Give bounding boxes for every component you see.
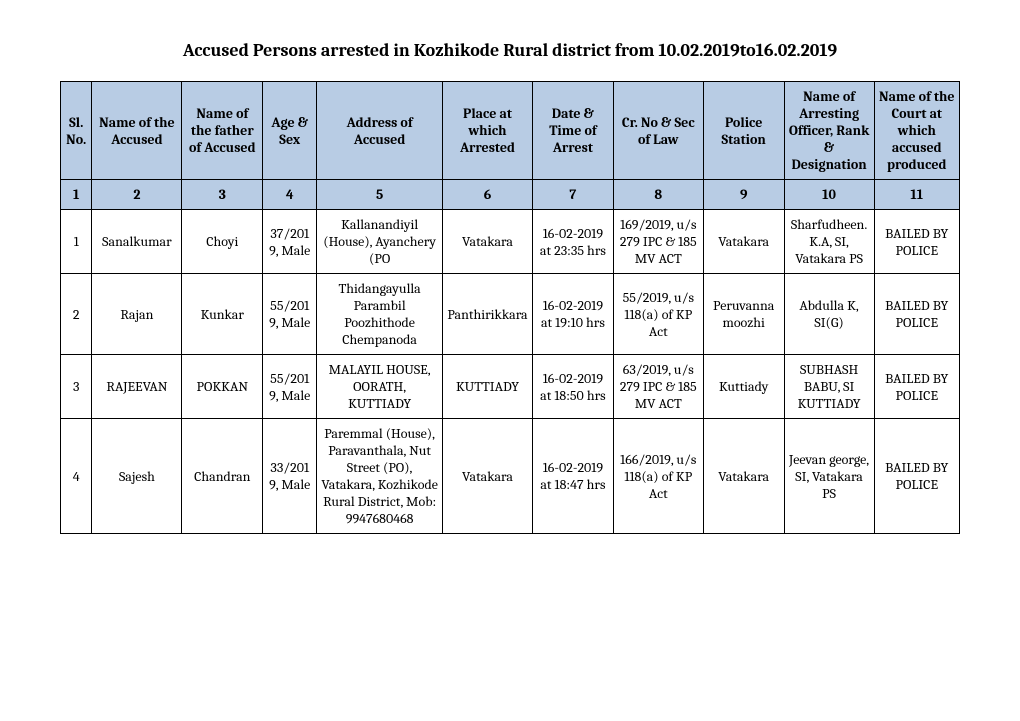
cell-court: BAILED BY POLICE — [874, 355, 959, 419]
cell-court: BAILED BY POLICE — [874, 419, 959, 534]
cell-officer: Jeevan george, SI, Vatakara PS — [784, 419, 874, 534]
cell-crno: 166/2019, u/s 118(a) of KP Act — [613, 419, 703, 534]
cell-officer: Sharfudheen. K.A, SI, Vatakara PS — [784, 210, 874, 274]
cell-place: KUTTIADY — [443, 355, 533, 419]
cell-sl: 2 — [61, 274, 92, 355]
numcol-10: 10 — [784, 180, 874, 210]
cell-sl: 3 — [61, 355, 92, 419]
cell-name: RAJEEVAN — [92, 355, 182, 419]
cell-court: BAILED BY POLICE — [874, 210, 959, 274]
header-age: Age & Sex — [263, 82, 317, 180]
header-address: Address of Accused — [317, 82, 443, 180]
header-station: Police Station — [703, 82, 784, 180]
cell-datetime: 16-02-2019 at 18:50 hrs — [532, 355, 613, 419]
cell-address: Kallanandiyil (House), Ayanchery (PO — [317, 210, 443, 274]
cell-father: Choyi — [182, 210, 263, 274]
header-officer: Name of Arresting Officer, Rank & Design… — [784, 82, 874, 180]
cell-sl: 1 — [61, 210, 92, 274]
cell-father: Chandran — [182, 419, 263, 534]
numcol-5: 5 — [317, 180, 443, 210]
header-name: Name of the Accused — [92, 82, 182, 180]
numcol-9: 9 — [703, 180, 784, 210]
table-row: 4SajeshChandran33/2019, MaleParemmal (Ho… — [61, 419, 960, 534]
numcol-7: 7 — [532, 180, 613, 210]
numcol-11: 11 — [874, 180, 959, 210]
numcol-8: 8 — [613, 180, 703, 210]
cell-name: Sanalkumar — [92, 210, 182, 274]
header-father: Name of the father of Accused — [182, 82, 263, 180]
cell-datetime: 16-02-2019 at 18:47 hrs — [532, 419, 613, 534]
header-place: Place at which Arrested — [443, 82, 533, 180]
numcol-4: 4 — [263, 180, 317, 210]
cell-place: Panthirikkara — [443, 274, 533, 355]
cell-station: Kuttiady — [703, 355, 784, 419]
cell-age: 55/2019, Male — [263, 355, 317, 419]
header-datetime: Date & Time of Arrest — [532, 82, 613, 180]
cell-name: Rajan — [92, 274, 182, 355]
header-sl: Sl. No. — [61, 82, 92, 180]
cell-station: Vatakara — [703, 210, 784, 274]
cell-place: Vatakara — [443, 210, 533, 274]
page-title: Accused Persons arrested in Kozhikode Ru… — [60, 40, 960, 61]
cell-age: 37/2019, Male — [263, 210, 317, 274]
cell-officer: SUBHASH BABU, SI KUTTIADY — [784, 355, 874, 419]
cell-name: Sajesh — [92, 419, 182, 534]
table-number-row: 1 2 3 4 5 6 7 8 9 10 11 — [61, 180, 960, 210]
numcol-6: 6 — [443, 180, 533, 210]
table-row: 1SanalkumarChoyi37/2019, MaleKallanandiy… — [61, 210, 960, 274]
header-court: Name of the Court at which accused produ… — [874, 82, 959, 180]
cell-age: 33/2019, Male — [263, 419, 317, 534]
cell-crno: 63/2019, u/s 279 IPC & 185 MV ACT — [613, 355, 703, 419]
cell-datetime: 16-02-2019 at 19:10 hrs — [532, 274, 613, 355]
cell-address: MALAYIL HOUSE, OORATH, KUTTIADY — [317, 355, 443, 419]
table-row: 2RajanKunkar55/2019, MaleThidangayulla P… — [61, 274, 960, 355]
numcol-1: 1 — [61, 180, 92, 210]
table-header-row: Sl. No. Name of the Accused Name of the … — [61, 82, 960, 180]
cell-place: Vatakara — [443, 419, 533, 534]
cell-age: 55/2019, Male — [263, 274, 317, 355]
cell-crno: 55/2019, u/s 118(a) of KP Act — [613, 274, 703, 355]
cell-station: Vatakara — [703, 419, 784, 534]
cell-court: BAILED BY POLICE — [874, 274, 959, 355]
numcol-2: 2 — [92, 180, 182, 210]
cell-father: Kunkar — [182, 274, 263, 355]
cell-station: Peruvannamoozhi — [703, 274, 784, 355]
table-row: 3RAJEEVANPOKKAN55/2019, MaleMALAYIL HOUS… — [61, 355, 960, 419]
arrest-table: Sl. No. Name of the Accused Name of the … — [60, 81, 960, 534]
cell-sl: 4 — [61, 419, 92, 534]
numcol-3: 3 — [182, 180, 263, 210]
cell-father: POKKAN — [182, 355, 263, 419]
cell-address: Paremmal (House), Paravanthala, Nut Stre… — [317, 419, 443, 534]
cell-datetime: 16-02-2019 at 23:35 hrs — [532, 210, 613, 274]
cell-address: Thidangayulla Parambil Poozhithode Chemp… — [317, 274, 443, 355]
cell-officer: Abdulla K, SI(G) — [784, 274, 874, 355]
header-crno: Cr. No & Sec of Law — [613, 82, 703, 180]
cell-crno: 169/2019, u/s 279 IPC & 185 MV ACT — [613, 210, 703, 274]
